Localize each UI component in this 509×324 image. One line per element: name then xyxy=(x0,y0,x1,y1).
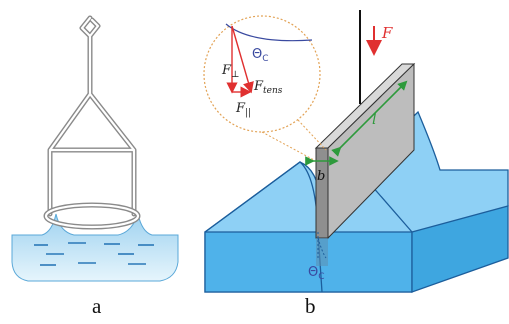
svg-text:F⊥: F⊥ xyxy=(221,63,240,80)
panel-a-label: a xyxy=(92,294,102,318)
panel-b-water-side xyxy=(411,205,509,293)
panel-a-water xyxy=(11,212,179,282)
panel-b-contact-angle-label: ΘC xyxy=(308,265,325,282)
svg-text:F||: F|| xyxy=(235,101,251,118)
panel-a-ring xyxy=(43,15,141,230)
panel-b-length-arrow xyxy=(331,80,408,157)
panel-b-width-label: b xyxy=(317,169,325,184)
svg-text:Ftens: Ftens xyxy=(253,79,283,96)
panel-b-force-label: F xyxy=(381,24,393,42)
panel-b-water-front xyxy=(204,231,413,293)
panel-b-label: b xyxy=(305,294,316,318)
panel-b-length-label: l xyxy=(372,112,376,128)
svg-text:ΘC: ΘC xyxy=(252,47,269,64)
panel-b-wilhelmy-plate: F l b ΘC F⊥ Ftens xyxy=(203,10,509,293)
panel-b-contact-angle-lines xyxy=(317,232,327,259)
panel-b-inset: F⊥ Ftens F|| ΘC xyxy=(203,15,327,161)
panel-a-ring-tensiometer xyxy=(11,15,179,282)
panel-a-water-dashes xyxy=(34,242,154,266)
